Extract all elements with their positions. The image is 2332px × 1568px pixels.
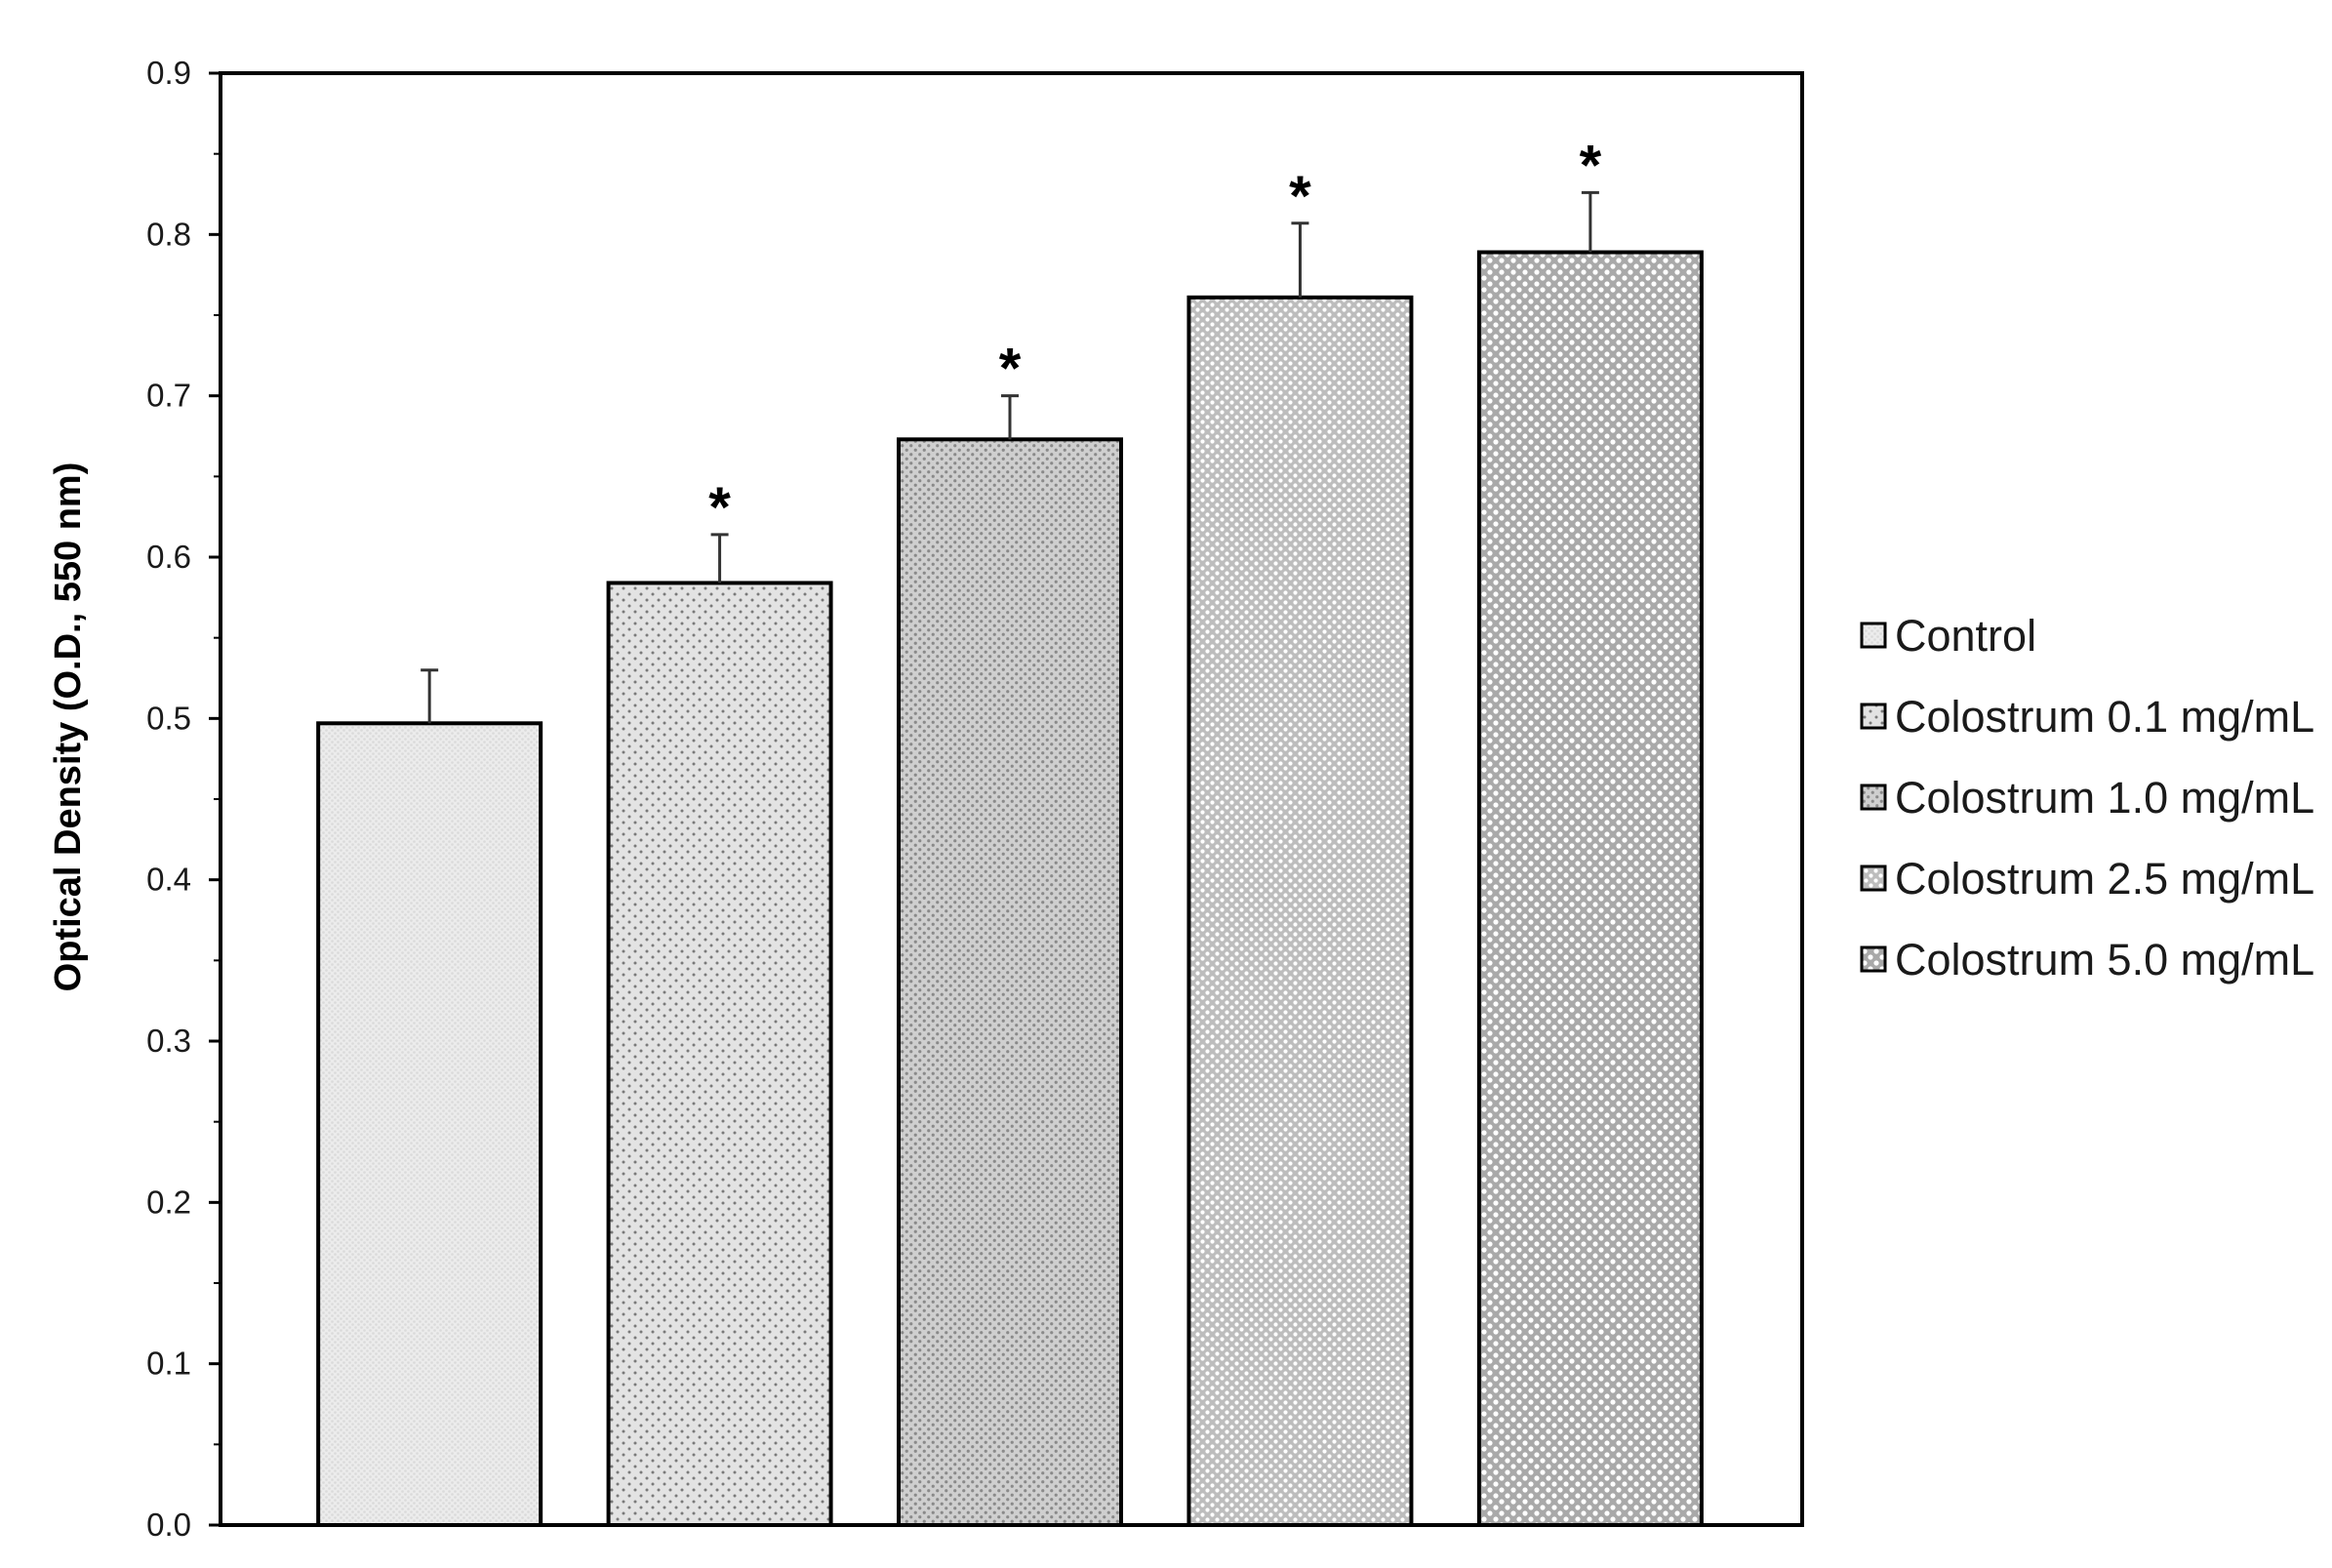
significance-markers: * * * *	[708, 134, 1601, 540]
y-tick-label: 0.5	[146, 700, 191, 736]
bars	[316, 250, 1704, 1528]
y-tick-label: 0.0	[146, 1507, 191, 1543]
legend-swatch-4	[1860, 864, 1887, 892]
significance-star-2: *	[708, 476, 731, 540]
bar-4	[1186, 295, 1414, 1527]
error-bars	[421, 190, 1599, 724]
legend-swatch-2	[1860, 703, 1887, 730]
y-tick-label: 0.6	[146, 539, 191, 575]
legend-label-2: Colostrum 0.1 mg/mL	[1895, 692, 2314, 742]
y-tick-label: 0.2	[146, 1184, 191, 1220]
y-tick-label: 0.4	[146, 862, 191, 898]
significance-star-3: *	[999, 338, 1022, 401]
bar-5	[1476, 250, 1704, 1527]
bar-2	[606, 581, 833, 1527]
y-axis-label-group: Optical Density (O.D., 550 nm)	[48, 462, 89, 992]
y-tick-label: 0.7	[146, 378, 191, 414]
y-axis: 0.0 0.1 0.2 0.3 0.4 0.5 0.6 0.7 0.8 0.9	[146, 55, 221, 1543]
significance-star-4: *	[1289, 165, 1311, 228]
legend-swatch-1	[1860, 622, 1887, 649]
y-tick-label: 0.8	[146, 216, 191, 252]
legend: Control Colostrum 0.1 mg/mL Colostrum 1.0 …	[1860, 611, 2314, 985]
legend-label-3: Colostrum 1.0 mg/mL	[1895, 773, 2314, 823]
legend-label-5: Colostrum 5.0 mg/mL	[1895, 935, 2314, 985]
legend-swatch-3	[1860, 784, 1887, 811]
legend-label-4: Colostrum 2.5 mg/mL	[1895, 854, 2314, 904]
legend-label-1: Control	[1895, 611, 2036, 661]
bar-1	[316, 721, 543, 1527]
plot-frame	[219, 71, 1804, 1527]
y-axis-label: Optical Density (O.D., 550 nm)	[48, 462, 89, 992]
significance-star-5: *	[1580, 134, 1602, 197]
y-tick-label: 0.3	[146, 1023, 191, 1059]
y-tick-label: 0.9	[146, 55, 191, 91]
legend-swatch-5	[1860, 945, 1887, 973]
bar-3	[897, 437, 1124, 1528]
y-tick-label: 0.1	[146, 1346, 191, 1382]
